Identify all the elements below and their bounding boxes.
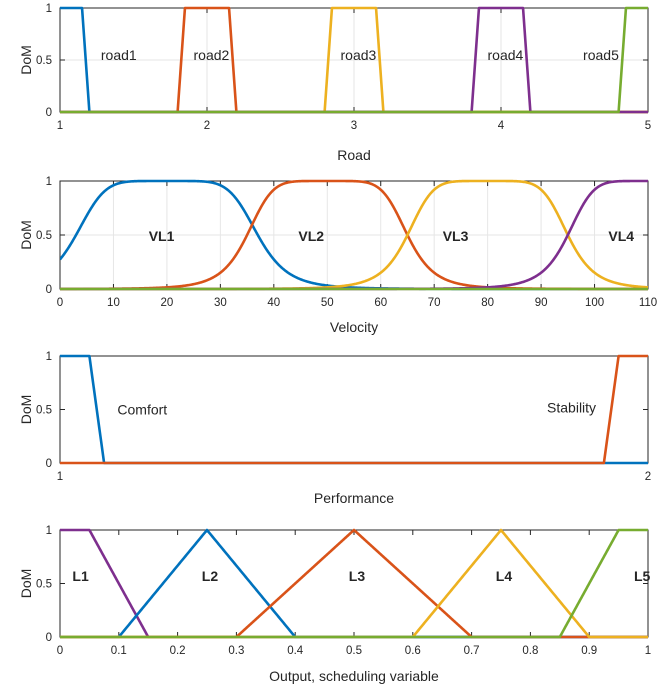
series-line-l5: [60, 528, 648, 639]
x-tick-label: 40: [267, 297, 280, 309]
y-axis-label: DoM: [18, 45, 34, 75]
x-tick-label: 0: [57, 645, 63, 657]
x-tick-label: 0.9: [581, 645, 597, 657]
y-tick-label: 0: [46, 284, 52, 296]
x-tick-label: 110: [639, 297, 657, 309]
mf-label-road5: road5: [583, 47, 619, 63]
mf-label-vl2: VL2: [298, 228, 324, 244]
x-tick-label: 60: [374, 297, 387, 309]
mf-label-road1: road1: [101, 47, 137, 63]
mf-label-vl4: VL4: [608, 228, 634, 244]
mf-label-road2: road2: [194, 47, 230, 63]
subplot-2: 0 10 20 30 40 50 60 70 80 90 100 110 0 0.5 1 Velocity Do…: [18, 176, 657, 335]
x-tick-label: 0.2: [170, 645, 186, 657]
x-tick-label: 0.8: [522, 645, 538, 657]
x-tick-label: 20: [161, 297, 174, 309]
y-tick-label: 1: [46, 351, 52, 363]
x-tick-label: 3: [351, 120, 357, 132]
y-axis-label: DoM: [18, 569, 34, 599]
mf-label-l1: L1: [72, 568, 89, 584]
x-tick-label: 2: [204, 120, 210, 132]
x-tick-label: 30: [214, 297, 227, 309]
x-tick-label: 0: [57, 297, 63, 309]
x-tick-label: 0.1: [111, 645, 127, 657]
x-tick-label: 10: [107, 297, 120, 309]
x-tick-label: 1: [57, 120, 63, 132]
subplot-3: 1 2 0 0.5 1 Performance DoM Comfort Stability: [18, 351, 651, 506]
mf-label-road3: road3: [341, 47, 377, 63]
x-tick-label: 0.6: [405, 645, 421, 657]
mf-label-stability: Stability: [547, 399, 596, 415]
x-tick-label: 1: [645, 645, 651, 657]
subplot-4: 0 0.1 0.2 0.3 0.4 0.5 0.6 0.7 0.8 0.9 1 0 0.5 1 Output…: [18, 525, 651, 684]
y-tick-label: 0: [46, 458, 52, 470]
x-tick-label: 90: [535, 297, 548, 309]
mf-label-road4: road4: [488, 47, 524, 63]
y-tick-label: 0.5: [36, 405, 52, 417]
x-tick-label: 0.3: [228, 645, 244, 657]
mf-label-vl1: VL1: [149, 228, 175, 244]
y-tick-label: 0: [46, 107, 52, 119]
x-tick-label: 0.4: [287, 645, 304, 657]
x-tick-label: 4: [498, 120, 505, 132]
y-axis-label: DoM: [18, 220, 34, 250]
x-axis-label: Velocity: [330, 319, 378, 335]
y-tick-label: 0.5: [36, 55, 52, 67]
x-axis-label: Output, scheduling variable: [269, 668, 439, 684]
x-tick-label: 80: [481, 297, 494, 309]
series-line-road5: [60, 6, 648, 114]
mf-label-comfort: Comfort: [117, 402, 167, 418]
x-tick-label: 2: [645, 471, 651, 483]
x-tick-label: 5: [645, 120, 651, 132]
y-tick-label: 0: [46, 632, 52, 644]
y-tick-label: 0.5: [36, 579, 52, 591]
mf-label-l2: L2: [202, 568, 219, 584]
x-tick-label: 1: [57, 471, 63, 483]
y-tick-label: 1: [46, 3, 52, 15]
y-tick-label: 1: [46, 525, 52, 537]
x-tick-label: 0.5: [346, 645, 362, 657]
mf-label-l5: L5: [634, 568, 651, 584]
mf-label-l4: L4: [496, 568, 513, 584]
y-axis-label: DoM: [18, 395, 34, 425]
series-line-stability: [60, 354, 648, 465]
x-axis-label: Road: [337, 147, 370, 163]
y-tick-label: 0.5: [36, 230, 52, 242]
x-tick-label: 100: [585, 297, 604, 309]
x-axis-label: Performance: [314, 490, 394, 506]
mf-label-l3: L3: [349, 568, 366, 584]
x-tick-label: 0.7: [464, 645, 480, 657]
x-tick-label: 70: [428, 297, 441, 309]
subplot-1: 1 2 3 4 5 0 0.5 1 Road DoM road1 road2 road3 road4 roa…: [18, 3, 651, 163]
x-tick-label: 50: [321, 297, 334, 309]
mf-label-vl3: VL3: [443, 228, 469, 244]
y-tick-label: 1: [46, 176, 52, 188]
